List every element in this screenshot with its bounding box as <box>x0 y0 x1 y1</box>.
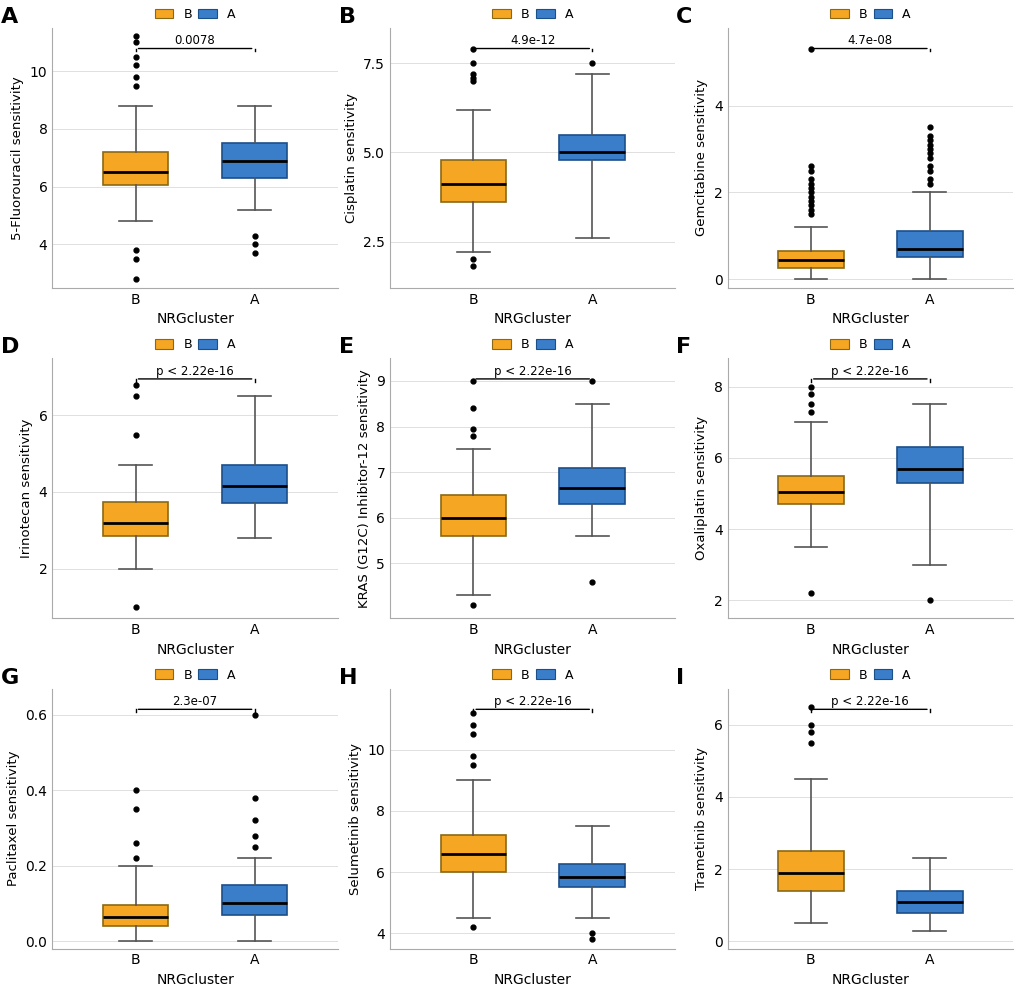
PathPatch shape <box>558 467 625 504</box>
PathPatch shape <box>440 495 505 536</box>
Legend: B, A: B, A <box>824 3 915 26</box>
Text: E: E <box>338 337 354 357</box>
Text: A: A <box>1 7 18 27</box>
Text: 0.0078: 0.0078 <box>174 34 215 48</box>
PathPatch shape <box>777 250 843 268</box>
Text: p < 2.22e-16: p < 2.22e-16 <box>493 365 571 378</box>
Legend: B, A: B, A <box>150 3 240 26</box>
Y-axis label: KRAS (G12C) Inhibitor-12 sensitivity: KRAS (G12C) Inhibitor-12 sensitivity <box>358 369 370 607</box>
Y-axis label: Cisplatin sensitivity: Cisplatin sensitivity <box>344 92 358 223</box>
PathPatch shape <box>221 465 287 504</box>
Y-axis label: Selumetinib sensitivity: Selumetinib sensitivity <box>348 743 362 895</box>
Legend: B, A: B, A <box>824 664 915 687</box>
X-axis label: NRGcluster: NRGcluster <box>493 973 571 987</box>
PathPatch shape <box>777 851 843 891</box>
Y-axis label: Trametinib sensitivity: Trametinib sensitivity <box>695 747 707 890</box>
Text: p < 2.22e-16: p < 2.22e-16 <box>493 695 571 708</box>
Text: 4.7e-08: 4.7e-08 <box>847 34 892 48</box>
Text: F: F <box>676 337 691 357</box>
PathPatch shape <box>221 143 287 178</box>
X-axis label: NRGcluster: NRGcluster <box>830 973 908 987</box>
Legend: B, A: B, A <box>150 333 240 356</box>
X-axis label: NRGcluster: NRGcluster <box>493 643 571 657</box>
Legend: B, A: B, A <box>487 664 578 687</box>
PathPatch shape <box>103 152 168 185</box>
Y-axis label: Oxaliplatin sensitivity: Oxaliplatin sensitivity <box>695 416 707 561</box>
X-axis label: NRGcluster: NRGcluster <box>156 643 233 657</box>
PathPatch shape <box>221 885 287 914</box>
Y-axis label: Gemcitabine sensitivity: Gemcitabine sensitivity <box>695 80 708 237</box>
Text: G: G <box>1 668 19 688</box>
PathPatch shape <box>558 865 625 888</box>
Text: p < 2.22e-16: p < 2.22e-16 <box>156 365 233 378</box>
PathPatch shape <box>440 160 505 203</box>
PathPatch shape <box>897 232 962 257</box>
Text: D: D <box>1 337 19 357</box>
Y-axis label: Irinotecan sensitivity: Irinotecan sensitivity <box>20 418 33 558</box>
PathPatch shape <box>440 835 505 872</box>
Text: H: H <box>338 668 357 688</box>
Text: p < 2.22e-16: p < 2.22e-16 <box>830 365 908 378</box>
Text: B: B <box>338 7 356 27</box>
X-axis label: NRGcluster: NRGcluster <box>830 643 908 657</box>
PathPatch shape <box>103 906 168 926</box>
PathPatch shape <box>103 502 168 536</box>
Text: I: I <box>676 668 684 688</box>
PathPatch shape <box>897 891 962 912</box>
Legend: B, A: B, A <box>487 333 578 356</box>
Y-axis label: 5-Fluorouracil sensitivity: 5-Fluorouracil sensitivity <box>11 76 24 240</box>
Legend: B, A: B, A <box>824 333 915 356</box>
X-axis label: NRGcluster: NRGcluster <box>156 312 233 326</box>
Text: 2.3e-07: 2.3e-07 <box>172 695 217 708</box>
PathPatch shape <box>777 476 843 504</box>
Legend: B, A: B, A <box>487 3 578 26</box>
Y-axis label: Paclitaxel sensitivity: Paclitaxel sensitivity <box>7 750 20 887</box>
X-axis label: NRGcluster: NRGcluster <box>493 312 571 326</box>
Text: C: C <box>676 7 692 27</box>
Text: 4.9e-12: 4.9e-12 <box>510 34 555 48</box>
X-axis label: NRGcluster: NRGcluster <box>830 312 908 326</box>
Text: p < 2.22e-16: p < 2.22e-16 <box>830 695 908 708</box>
X-axis label: NRGcluster: NRGcluster <box>156 973 233 987</box>
PathPatch shape <box>897 447 962 483</box>
Legend: B, A: B, A <box>150 664 240 687</box>
PathPatch shape <box>558 134 625 160</box>
